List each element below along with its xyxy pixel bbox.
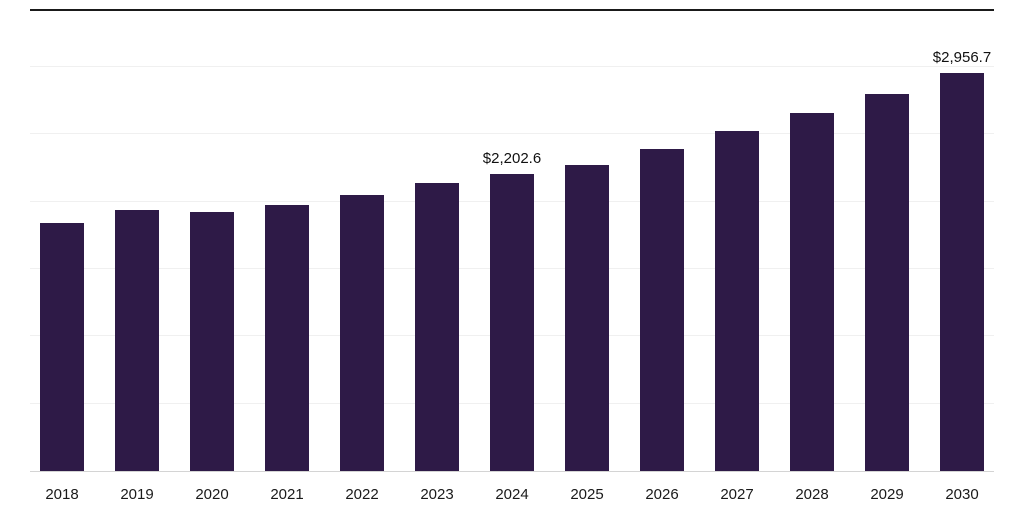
bar-slot-2021 (265, 67, 309, 471)
bar-2030 (940, 72, 984, 471)
x-tick-2019: 2019 (120, 486, 154, 503)
x-axis: 2018 2019 2020 2021 2022 2023 2024 2025 2026 2027… (40, 486, 984, 503)
bar-2029 (865, 93, 909, 471)
bar-slot-2023 (415, 67, 459, 471)
x-tick-2030: 2030 (945, 486, 979, 503)
bar-2025 (565, 164, 609, 471)
bar-2019 (115, 209, 159, 471)
x-tick-2024: 2024 (495, 486, 529, 503)
bar-slot-2020 (190, 67, 234, 471)
bar-2024 (490, 174, 534, 471)
bar-slot-2029 (865, 67, 909, 471)
bar-slot-2030: $2,956.7 (933, 49, 991, 471)
x-tick-2020: 2020 (195, 486, 229, 503)
x-tick-2025: 2025 (570, 486, 604, 503)
bar-2021 (265, 205, 309, 471)
gridline (30, 133, 994, 135)
bar-2022 (340, 194, 384, 471)
bar-chart: $2,202.6 $2,956.7 2018 2019 2020 2021 2022 202… (30, 9, 994, 503)
x-tick-2018: 2018 (45, 486, 79, 503)
bar-slot-2027 (715, 67, 759, 471)
bar-slot-2026 (640, 67, 684, 471)
bars-group: $2,202.6 $2,956.7 (40, 49, 991, 471)
bar-slot-2024: $2,202.6 (483, 67, 541, 471)
bar-2018 (40, 223, 84, 471)
bar-2023 (415, 182, 459, 471)
x-tick-2029: 2029 (870, 486, 904, 503)
bar-slot-2025 (565, 67, 609, 471)
plot-area: $2,202.6 $2,956.7 (30, 49, 994, 472)
x-tick-2022: 2022 (345, 486, 379, 503)
bar-value-label-2030: $2,956.7 (932, 48, 992, 66)
x-tick-2023: 2023 (420, 486, 454, 503)
gridline (30, 66, 994, 67)
bar-2026 (640, 149, 684, 471)
bar-2020 (190, 211, 234, 471)
bar-slot-2019 (115, 67, 159, 471)
x-tick-2027: 2027 (720, 486, 754, 503)
bar-slot-2022 (340, 67, 384, 471)
bar-2028 (790, 112, 834, 471)
chart-top-rule (30, 9, 994, 11)
x-tick-2028: 2028 (795, 486, 829, 503)
bar-2027 (715, 130, 759, 471)
bar-value-label-2024: $2,202.6 (482, 150, 542, 168)
bar-slot-2028 (790, 67, 834, 471)
x-tick-2026: 2026 (645, 486, 679, 503)
bar-slot-2018 (40, 67, 84, 471)
x-tick-2021: 2021 (270, 486, 304, 503)
